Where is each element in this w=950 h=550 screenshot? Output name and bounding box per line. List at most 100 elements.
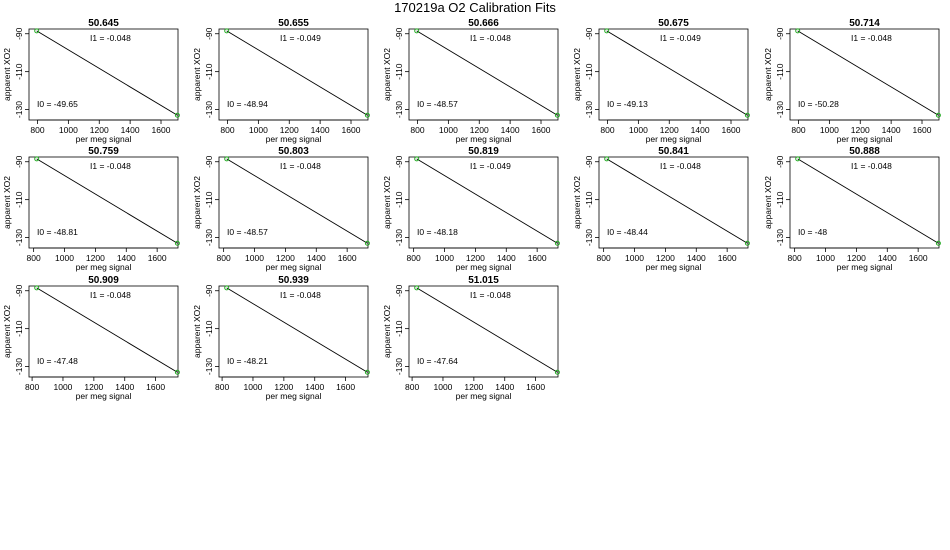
x-tick-label: 1200: [274, 382, 293, 392]
data-point: [795, 28, 801, 34]
y-tick-label: -90: [14, 27, 24, 40]
slope-annotation: I1 = -0.048: [851, 33, 892, 43]
y-tick-label: -90: [775, 27, 785, 40]
slope-annotation: I1 = -0.048: [280, 290, 321, 300]
intercept-annotation: I0 = -48.21: [227, 356, 268, 366]
data-point: [34, 156, 40, 162]
x-tick-label: 1000: [59, 125, 78, 135]
chart-title: 50.759: [88, 146, 119, 157]
x-tick-label: 1400: [115, 382, 134, 392]
x-tick-label: 1000: [434, 382, 453, 392]
x-tick-label: 1600: [722, 125, 741, 135]
intercept-annotation: I0 = -50.28: [798, 99, 839, 109]
data-point: [604, 28, 610, 34]
x-axis-label: per meg signal: [837, 262, 893, 272]
fit-line: [36, 158, 178, 244]
fit-line: [416, 158, 558, 244]
slope-annotation: I1 = -0.049: [280, 33, 321, 43]
x-tick-label: 1600: [718, 253, 737, 263]
y-tick-label: -110: [775, 191, 785, 208]
x-axis-label: per meg signal: [646, 262, 702, 272]
slope-annotation: I1 = -0.048: [470, 290, 511, 300]
x-axis-label: per meg signal: [456, 134, 512, 144]
x-tick-label: 1600: [528, 253, 547, 263]
x-tick-label: 1400: [495, 382, 514, 392]
x-tick-label: 1000: [625, 253, 644, 263]
chart-panel: 50.645 800 1000 1200 1400 1600 -90 -110 -130 per …: [2, 18, 180, 144]
y-axis-label: apparent XO2: [2, 176, 12, 229]
x-tick-label: 1000: [55, 253, 74, 263]
fit-line: [606, 158, 748, 244]
data-point: [554, 112, 560, 118]
y-tick-label: -110: [584, 191, 594, 208]
y-tick-label: -110: [394, 191, 404, 208]
x-tick-label: 1400: [311, 125, 330, 135]
y-tick-label: -90: [204, 27, 214, 40]
y-tick-label: -130: [775, 101, 785, 118]
y-tick-label: -90: [204, 284, 214, 297]
y-tick-label: -130: [204, 358, 214, 375]
y-tick-label: -110: [584, 63, 594, 80]
chart-panel: 50.819 800 1000 1200 1400 1600 -90 -110 -130 per …: [382, 146, 560, 272]
chart-title: 50.909: [88, 275, 119, 286]
data-point: [34, 28, 40, 34]
x-tick-label: 1200: [86, 253, 105, 263]
data-point: [224, 28, 230, 34]
y-axis-label: apparent XO2: [572, 48, 582, 101]
x-tick-label: 1400: [882, 125, 901, 135]
y-tick-label: -130: [204, 229, 214, 246]
slope-annotation: I1 = -0.049: [660, 33, 701, 43]
y-tick-label: -130: [584, 229, 594, 246]
y-tick-label: -90: [394, 27, 404, 40]
y-tick-label: -130: [204, 101, 214, 118]
x-tick-label: 800: [597, 253, 611, 263]
chart-panel: 50.803 800 1000 1200 1400 1600 -90 -110 -130 per …: [192, 146, 370, 272]
x-axis-label: per meg signal: [837, 134, 893, 144]
data-point: [224, 285, 230, 291]
y-axis-label: apparent XO2: [382, 48, 392, 101]
slope-annotation: I1 = -0.048: [470, 33, 511, 43]
x-tick-label: 1600: [913, 125, 932, 135]
chart-panel: 50.655 800 1000 1200 1400 1600 -90 -110 -130 per …: [192, 18, 370, 144]
x-tick-label: 1000: [816, 253, 835, 263]
intercept-annotation: I0 = -48.94: [227, 99, 268, 109]
chart-title: 50.888: [849, 146, 880, 157]
x-tick-label: 1000: [435, 253, 454, 263]
x-tick-label: 1000: [245, 253, 264, 263]
intercept-annotation: I0 = -48.57: [417, 99, 458, 109]
data-point: [174, 112, 180, 118]
data-point: [935, 240, 941, 246]
x-tick-label: 1200: [656, 253, 675, 263]
chart-title: 50.714: [849, 18, 880, 29]
y-tick-label: -110: [204, 63, 214, 80]
slope-annotation: I1 = -0.048: [90, 33, 131, 43]
chart-title: 51.015: [468, 275, 499, 286]
y-tick-label: -90: [584, 27, 594, 40]
y-tick-label: -110: [14, 63, 24, 80]
x-tick-label: 1200: [660, 125, 679, 135]
data-point: [364, 240, 370, 246]
chart-panel: 50.675 800 1000 1200 1400 1600 -90 -110 -130 per …: [572, 18, 750, 144]
fit-line: [606, 30, 748, 116]
x-tick-label: 1600: [336, 382, 355, 392]
x-tick-label: 800: [27, 253, 41, 263]
chart-panel: 51.015 800 1000 1200 1400 1600 -90 -110 -130 per …: [382, 275, 560, 401]
y-axis-label: apparent XO2: [2, 48, 12, 101]
x-tick-label: 1400: [497, 253, 516, 263]
x-tick-label: 800: [410, 125, 424, 135]
slope-annotation: I1 = -0.048: [280, 161, 321, 171]
y-tick-label: -90: [394, 284, 404, 297]
x-tick-label: 1600: [152, 125, 171, 135]
data-point: [364, 369, 370, 375]
x-tick-label: 1400: [305, 382, 324, 392]
x-tick-label: 1600: [532, 125, 551, 135]
fit-line: [36, 287, 178, 373]
fit-line: [416, 30, 558, 116]
slope-annotation: I1 = -0.048: [90, 161, 131, 171]
x-tick-label: 800: [220, 125, 234, 135]
x-tick-label: 800: [30, 125, 44, 135]
x-tick-label: 1400: [121, 125, 140, 135]
fit-line: [226, 30, 368, 116]
chart-panel: 50.909 800 1000 1200 1400 1600 -90 -110 -130 per …: [2, 275, 180, 401]
chart-title: 50.819: [468, 146, 499, 157]
